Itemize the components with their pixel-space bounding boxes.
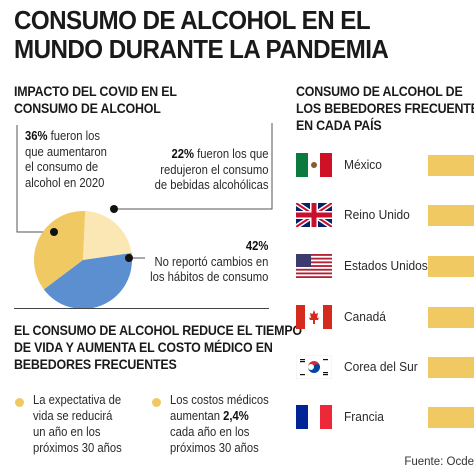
pie-slice-increase: [34, 211, 86, 290]
life-section-title: EL CONSUMO DE ALCOHOL REDUCE EL TIEMPO D…: [14, 322, 302, 373]
impact-title-line-2: CONSUMO DE ALCOHOL: [14, 101, 161, 116]
life-title-line-2: DE VIDA Y AUMENTA EL COSTO MÉDICO EN: [14, 340, 273, 355]
bar-canada: [428, 307, 474, 328]
country-label-france: Francia: [344, 409, 384, 424]
bar-uk: [428, 205, 474, 226]
note-increase-line-2: que aumentaron: [25, 144, 107, 159]
pie-pointer-increase: [50, 228, 58, 236]
point2-line-1: Los costos médicos: [170, 393, 269, 407]
section-divider: [14, 308, 269, 309]
bullet-medical-costs: [152, 398, 161, 407]
bar-usa: [428, 256, 474, 277]
point1-line-2: vida se reducirá: [33, 409, 113, 423]
note-nochange: 42% No reportó cambios en los hábitos de…: [150, 239, 268, 286]
source-note: Fuente: Ocde: [404, 456, 474, 468]
point-medical-costs: Los costos médicos aumentan 2,4% cada añ…: [170, 392, 269, 456]
country-title-line-2: LOS BEBEDORES FRECUENTES: [296, 101, 474, 116]
life-title-line-3: BEBEDORES FRECUENTES: [14, 357, 177, 372]
country-label-mexico: México: [344, 157, 382, 172]
bar-south-korea: [428, 357, 474, 378]
country-title-line-3: EN CADA PAÍS: [296, 118, 382, 133]
south-korea-flag: [296, 355, 332, 379]
country-label-canada: Canadá: [344, 309, 386, 324]
point1-line-3: un año en los: [33, 425, 101, 439]
country-label-south-korea: Corea del Sur: [344, 359, 418, 374]
bullet-life-expectancy: [15, 398, 24, 407]
note-decrease-line-1: fueron los que: [193, 147, 268, 161]
uk-flag: [296, 203, 332, 227]
impact-section-title: IMPACTO DEL COVID EN EL CONSUMO DE ALCOH…: [14, 83, 177, 117]
note-increase-line-4: alcohol en 2020: [25, 175, 105, 190]
point1-line-1: La expectativa de: [33, 393, 122, 407]
note-nochange-line-2: los hábitos de consumo: [149, 270, 268, 284]
note-increase-line-1: fueron los: [47, 129, 101, 143]
country-label-uk: Reino Unido: [344, 207, 410, 222]
note-decrease-line-3: de bebidas alcohólicas: [154, 178, 268, 192]
mexico-flag: [296, 153, 332, 177]
main-title: CONSUMO DE ALCOHOL EN EL MUNDO DURANTE L…: [14, 6, 442, 64]
main-title-line-2: MUNDO DURANTE LA PANDEMIA: [14, 34, 389, 64]
pie-pointer-decrease: [110, 205, 118, 213]
note-increase-line-3: el consumo de: [25, 160, 99, 174]
note-increase-pct: 36%: [25, 129, 48, 143]
note-decrease-line-2: redujeron el consumo: [159, 162, 268, 177]
note-decrease: 22% fueron los que redujeron el consumo …: [154, 147, 268, 194]
france-flag: [296, 405, 332, 429]
main-title-line-1: CONSUMO DE ALCOHOL EN EL: [14, 5, 371, 35]
life-title-line-1: EL CONSUMO DE ALCOHOL REDUCE EL TIEMPO: [14, 323, 302, 338]
pie-pointer-nochange: [125, 254, 133, 262]
point-life-expectancy: La expectativa de vida se reducirá un añ…: [33, 392, 122, 456]
bar-france: [428, 407, 474, 428]
note-increase: 36% fueron los que aumentaron el consumo…: [25, 129, 107, 191]
usa-flag: [296, 254, 332, 278]
canada-flag: [296, 305, 332, 329]
bar-mexico: [428, 155, 474, 176]
point2-line-3: cada año en los: [170, 425, 250, 439]
note-decrease-pct: 22%: [171, 147, 194, 161]
note-nochange-pct: 42%: [245, 239, 268, 253]
country-label-usa: Estados Unidos: [344, 258, 428, 273]
pie-slice-decrease: [83, 211, 132, 260]
pie-slice-nochange: [43, 253, 132, 309]
note-nochange-line-1: No reportó cambios en: [154, 254, 268, 269]
point2-highlight: 2,4%: [223, 409, 249, 423]
point2-line-2: aumentan: [170, 409, 224, 423]
point1-line-4: próximos 30 años: [33, 441, 122, 455]
impact-title-line-1: IMPACTO DEL COVID EN EL: [14, 84, 177, 99]
point2-line-4: próximos 30 años: [170, 441, 259, 455]
country-section-title: CONSUMO DE ALCOHOL DE LOS BEBEDORES FREC…: [296, 83, 474, 134]
country-title-line-1: CONSUMO DE ALCOHOL DE: [296, 84, 463, 99]
